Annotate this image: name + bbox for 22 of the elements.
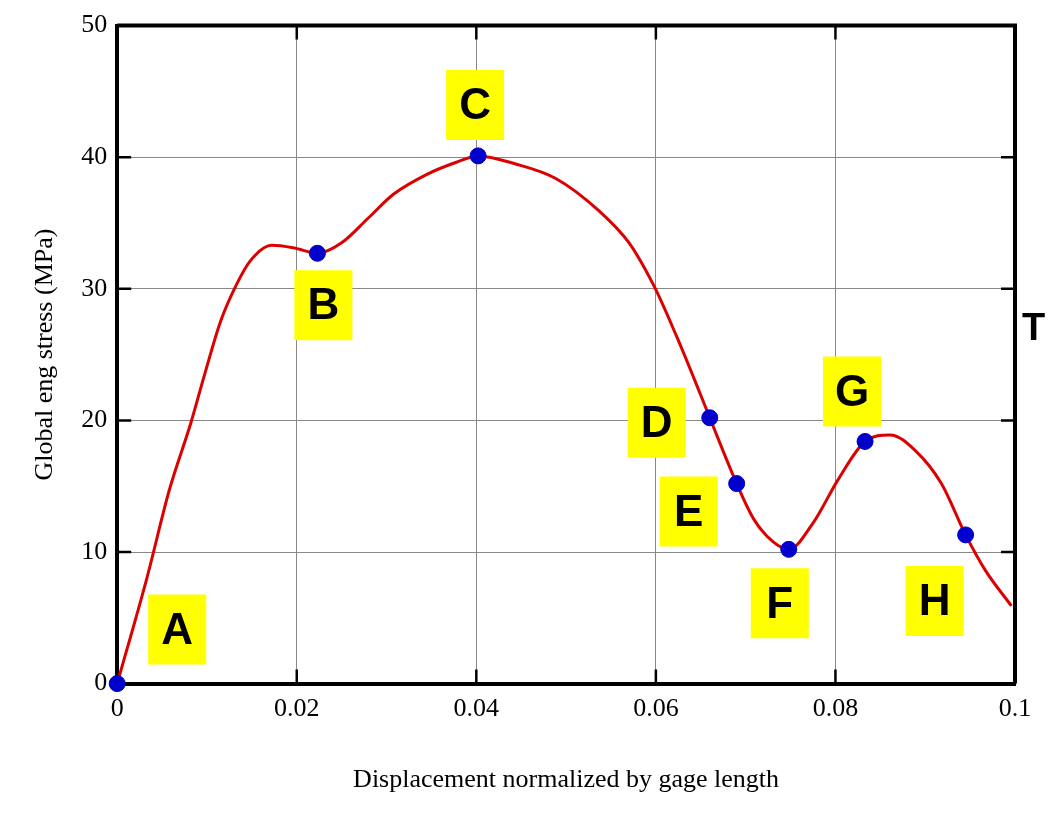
x-tick-label: 0.1 <box>998 693 1032 723</box>
annotation: C <box>459 79 492 129</box>
x-tick-label: 0.02 <box>274 693 320 723</box>
annotation: F <box>766 577 794 627</box>
y-tick-label: 40 <box>81 141 108 171</box>
annotation: H <box>918 575 951 625</box>
x-tick-label: 0.06 <box>633 693 679 723</box>
y-tick-label: 10 <box>81 535 108 565</box>
y-tick-label: 50 <box>81 9 108 39</box>
annotation: A <box>161 603 194 653</box>
y-tick-label: 20 <box>81 404 108 434</box>
y-tick-label: 30 <box>81 272 108 302</box>
annotation: G <box>834 365 870 415</box>
annotation: E <box>674 485 704 535</box>
y-tick-label: 0 <box>94 667 108 697</box>
y-axis-title: Global eng stress (MPa) <box>29 228 59 481</box>
x-axis-title: Displacement normalized by gage length <box>353 764 780 794</box>
annotation: B <box>307 279 340 329</box>
x-tick-label: 0.04 <box>453 693 500 723</box>
text: T <box>1022 306 1046 349</box>
annotation: D <box>640 396 673 446</box>
x-tick-label: 0.08 <box>812 693 859 723</box>
